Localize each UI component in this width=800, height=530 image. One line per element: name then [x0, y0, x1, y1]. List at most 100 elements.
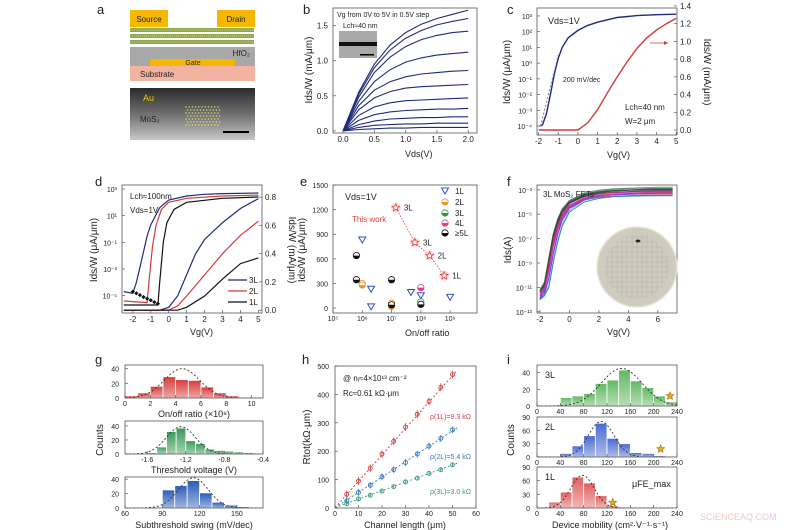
source-label: Source: [136, 15, 162, 24]
y-tick-label: 1.0: [680, 37, 692, 46]
width-annotation: W=2 μm: [625, 117, 656, 126]
data-point: [438, 384, 444, 390]
x-axis-label: Channel length (μm): [364, 520, 446, 530]
max-mobility-star: [665, 391, 675, 401]
data-point: [403, 460, 408, 466]
data-point: [379, 488, 385, 494]
x-tick-label: 40: [556, 511, 564, 518]
resistivity-label: ρ(1L)=9.3 kΩ: [430, 414, 471, 421]
y-tick-label: 40: [111, 367, 119, 374]
y-axis-label: Counts: [506, 424, 517, 456]
x-tick-label: 2: [597, 315, 602, 324]
atom-dot: [190, 121, 192, 123]
x-tick-label: 2: [615, 137, 620, 146]
output-curve: [342, 126, 469, 132]
legend-marker: [441, 219, 449, 227]
data-point: [391, 438, 397, 444]
device-curve: [539, 187, 673, 291]
histogram-bar: [641, 387, 655, 406]
x-tick-label: 120: [601, 460, 613, 467]
panel-label-b: b: [303, 2, 310, 17]
atom-dot: [193, 109, 195, 111]
histogram-bar: [664, 401, 677, 406]
atom-dot: [186, 109, 189, 111]
atom-dot: [188, 106, 190, 108]
curve-3L-right: [123, 198, 259, 311]
legend-marker: [440, 187, 450, 195]
x-axis-label: Threshold voltage (V): [151, 465, 237, 475]
output-curve: [342, 69, 469, 132]
device-curve: [539, 190, 673, 293]
atom-dot: [201, 112, 203, 114]
panel-label-i: i: [507, 352, 510, 367]
point-2L: [358, 281, 366, 289]
y-tick-label: 400: [317, 392, 329, 399]
histogram-bar: [166, 431, 177, 454]
atom-dot: [199, 109, 202, 111]
scatter-points: [352, 236, 455, 311]
sweep-annotation: Vg from 0V to 5V in 0.5V step: [337, 12, 429, 19]
source-contact: [130, 10, 168, 27]
atom-dot: [185, 124, 187, 126]
point-1L: [366, 303, 376, 311]
y-axis-label: Rtot(kΩ·μm): [302, 410, 313, 465]
x-tick-label: 120: [601, 409, 613, 416]
plot-frame: [124, 420, 264, 455]
star-label: 3L: [423, 238, 432, 247]
y-tick-label: 60: [522, 428, 530, 435]
y-tick-label: 500: [317, 364, 329, 371]
y-tick-label: 0.4: [680, 91, 692, 100]
point-1L: [406, 288, 416, 297]
data-point: [391, 467, 397, 473]
data-point: [403, 479, 408, 485]
atom-dot: [194, 118, 197, 120]
data-point: [356, 489, 361, 495]
x-tick-label: 10⁹: [445, 316, 456, 323]
x-tick-label: 6: [656, 315, 661, 324]
y-axis-label-right: Ids/W (mA/μm): [286, 217, 297, 284]
x-tick-label: 6: [199, 401, 203, 408]
histogram-bar: [195, 443, 206, 454]
scale-bar: [223, 131, 249, 133]
layer-label: 2L: [545, 422, 555, 432]
atom-dot: [206, 121, 208, 123]
x-tick-label: -1.6: [141, 457, 153, 464]
atom-dot: [188, 124, 190, 126]
point-≥5L: [352, 251, 360, 260]
atom-dot: [199, 115, 202, 117]
y-axis-label: Ids/W (μA/μm): [297, 218, 308, 282]
point-4L: [417, 283, 425, 292]
atom-dot: [217, 106, 219, 108]
data-point: [426, 470, 432, 476]
atom-dot: [204, 112, 206, 114]
atom-dot: [202, 121, 205, 123]
histogram-bar: [559, 491, 573, 508]
star-label: 3L: [404, 204, 413, 213]
star-label: 2L: [438, 252, 447, 261]
histogram-bar: [211, 501, 225, 508]
x-tick-label: 90: [158, 511, 166, 518]
panel-label-g: g: [95, 352, 102, 367]
wafer-photo: [596, 226, 678, 308]
y-tick-label: 30: [522, 442, 530, 449]
y-tick-label: 300: [316, 281, 328, 288]
data-point: [356, 478, 361, 484]
point-1L: [357, 236, 367, 244]
atom-dot: [217, 118, 219, 120]
y-tick-label: 10⁻²: [518, 93, 532, 100]
atom-dot: [217, 124, 219, 126]
histogram-bar: [583, 435, 596, 457]
atom-dot: [214, 124, 216, 126]
x-tick-label: 80: [580, 460, 588, 467]
y-tick-label: 40: [522, 371, 530, 378]
atom-dot: [196, 115, 198, 117]
x-tick-label: 0: [123, 401, 127, 408]
y-tick-label: 10⁻⁹: [518, 261, 532, 268]
atom-dot: [186, 121, 189, 123]
y-tick-label: 0: [526, 404, 530, 411]
channel-gap: [339, 42, 377, 46]
data-point: [344, 491, 350, 497]
histogram-bars: [125, 368, 263, 398]
histogram-bar: [594, 495, 608, 508]
